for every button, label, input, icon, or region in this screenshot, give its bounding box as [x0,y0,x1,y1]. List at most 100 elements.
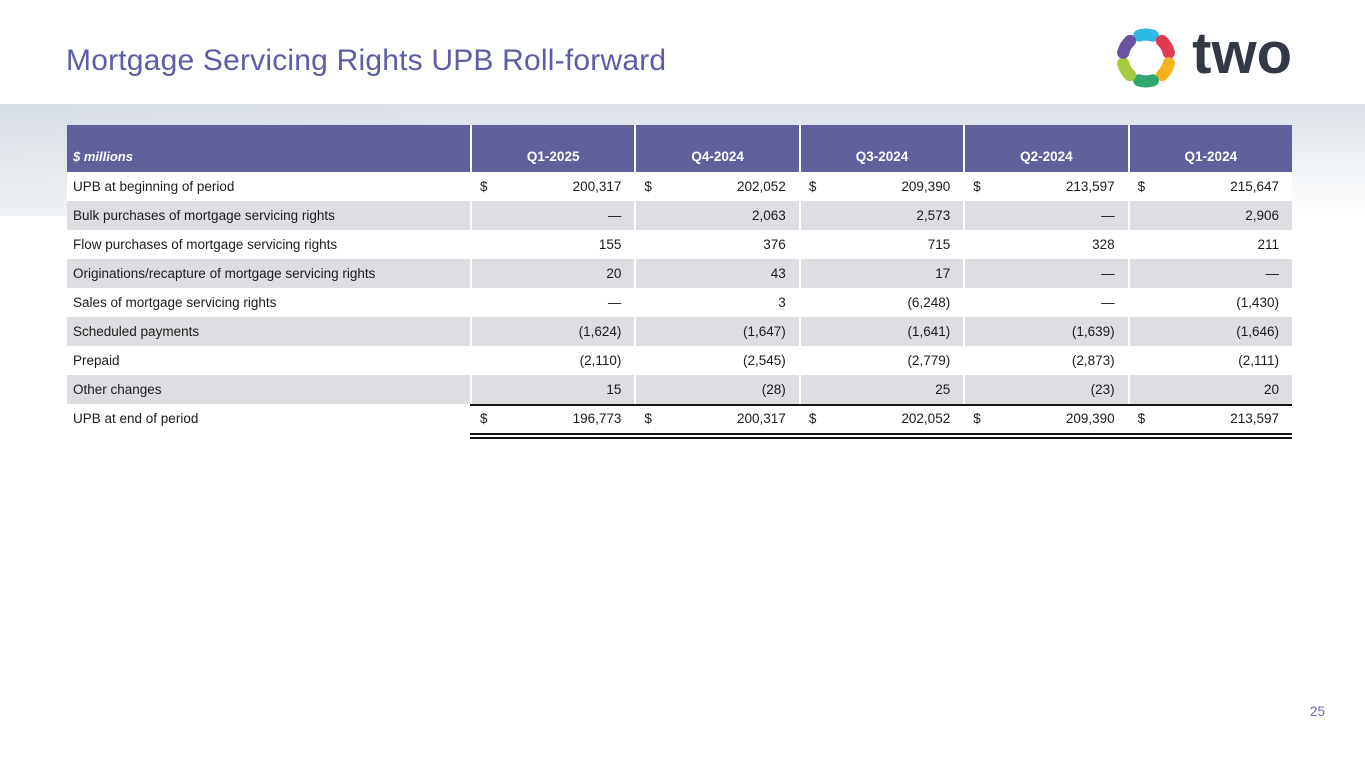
value-cell: — [963,288,1127,317]
table-row: Sales of mortgage servicing rights — 3 (6,2… [67,288,1292,317]
cell-value: 196,773 [572,411,622,426]
value-cell: $213,597 [1127,404,1292,433]
total-row-top-rule [470,404,1292,406]
logo-arm-cyan [1133,28,1160,42]
cell-value: (1,639) [1071,324,1115,339]
dollar-sign: $ [808,179,817,194]
value-cell: (23) [963,375,1127,404]
cell-value: 2,063 [752,208,786,223]
cell-value: 155 [598,237,622,252]
value-cell: — [470,288,634,317]
value-cell: — [963,259,1127,288]
table-row: UPB at end of period $196,773 $200,317 $202… [67,404,1292,433]
value-cell: $202,052 [634,172,798,201]
cell-value: 2,573 [916,208,951,223]
row-label: Other changes [73,382,162,397]
table-header-row: $ millions Q1-2025 Q4-2024 Q3-2024 Q2-2024 Q1… [67,125,1292,172]
value-cell: 25 [798,375,963,404]
cell-value: 328 [1092,237,1115,252]
cell-value: 376 [763,237,786,252]
value-cell: $200,317 [470,172,634,201]
table-row: UPB at beginning of period $200,317 $202,0… [67,172,1292,201]
value-cell: (1,641) [798,317,963,346]
column-header: Q4-2024 [634,125,798,172]
cell-value: (1,646) [1236,324,1280,339]
cell-value: 25 [935,382,951,397]
value-cell: $202,052 [798,404,963,433]
cell-value: 209,390 [901,179,951,194]
cell-value: — [607,295,622,310]
cell-value: 43 [770,266,786,281]
logo-pinwheel-icon [1117,28,1176,88]
cell-value: 200,317 [737,411,786,426]
cell-value: — [607,208,622,223]
cell-value: 200,317 [572,179,622,194]
cell-value: (2,545) [743,353,786,368]
column-header: Q3-2024 [798,125,963,172]
value-cell: (2,111) [1127,346,1292,375]
table-row: Originations/recapture of mortgage servi… [67,259,1292,288]
value-cell: (2,873) [963,346,1127,375]
logo-arm-lime [1117,57,1137,82]
company-logo: two [1110,22,1292,94]
row-label: Prepaid [73,353,120,368]
logo-arm-green [1133,74,1160,88]
value-cell: 17 [798,259,963,288]
table-row: Bulk purchases of mortgage servicing rig… [67,201,1292,230]
value-cell: — [470,201,634,230]
value-cell: 715 [798,230,963,259]
value-cell: (28) [634,375,798,404]
value-cell: (1,646) [1127,317,1292,346]
value-cell: (2,110) [470,346,634,375]
value-cell: 20 [470,259,634,288]
table-row: Other changes 15 (28) 25 (23) 20 [67,375,1292,404]
table-row: Prepaid (2,110) (2,545) (2,779) (2,873) (2,11… [67,346,1292,375]
value-cell: (1,647) [634,317,798,346]
value-cell: $213,597 [963,172,1127,201]
cell-value: 202,052 [901,411,951,426]
table-row: Flow purchases of mortgage servicing rig… [67,230,1292,259]
value-cell: 2,906 [1127,201,1292,230]
value-cell: 376 [634,230,798,259]
cell-value: 213,597 [1230,411,1280,426]
cell-value: 3 [778,295,786,310]
logo-wordmark: two [1192,21,1292,86]
cell-value: 215,647 [1230,179,1280,194]
cell-value: 2,906 [1245,208,1280,223]
page-title: Mortgage Servicing Rights UPB Roll-forwa… [66,44,667,77]
logo-arm-purple [1117,34,1137,59]
row-label: Originations/recapture of mortgage servi… [73,266,376,281]
column-header: Q1-2025 [470,125,634,172]
cell-value: 715 [927,237,951,252]
value-cell: $209,390 [963,404,1127,433]
dollar-sign: $ [480,179,488,194]
value-cell: — [1127,259,1292,288]
dollar-sign: $ [644,179,652,194]
dollar-sign: $ [973,411,981,426]
value-cell: 328 [963,230,1127,259]
dollar-sign: $ [973,179,981,194]
value-cell: (1,639) [963,317,1127,346]
cell-value: — [1101,295,1115,310]
value-cell: 2,573 [798,201,963,230]
unit-label: $ millions [73,149,133,164]
row-label: Scheduled payments [73,324,200,339]
cell-value: (2,873) [1071,353,1115,368]
value-cell: 3 [634,288,798,317]
value-cell: (6,248) [798,288,963,317]
cell-value: (1,647) [743,324,786,339]
row-label: Sales of mortgage servicing rights [73,295,277,310]
value-cell: (1,430) [1127,288,1292,317]
value-cell: 211 [1127,230,1292,259]
dollar-sign: $ [1137,179,1146,194]
cell-value: 209,390 [1065,411,1115,426]
value-cell: $196,773 [470,404,634,433]
cell-value: (2,111) [1238,353,1280,368]
cell-value: (1,624) [578,324,622,339]
table-row: Scheduled payments (1,624) (1,647) (1,641) (… [67,317,1292,346]
value-cell: $209,390 [798,172,963,201]
value-cell: (1,624) [470,317,634,346]
cell-value: (28) [761,382,786,397]
column-header: Q2-2024 [963,125,1127,172]
cell-value: (1,641) [907,324,951,339]
